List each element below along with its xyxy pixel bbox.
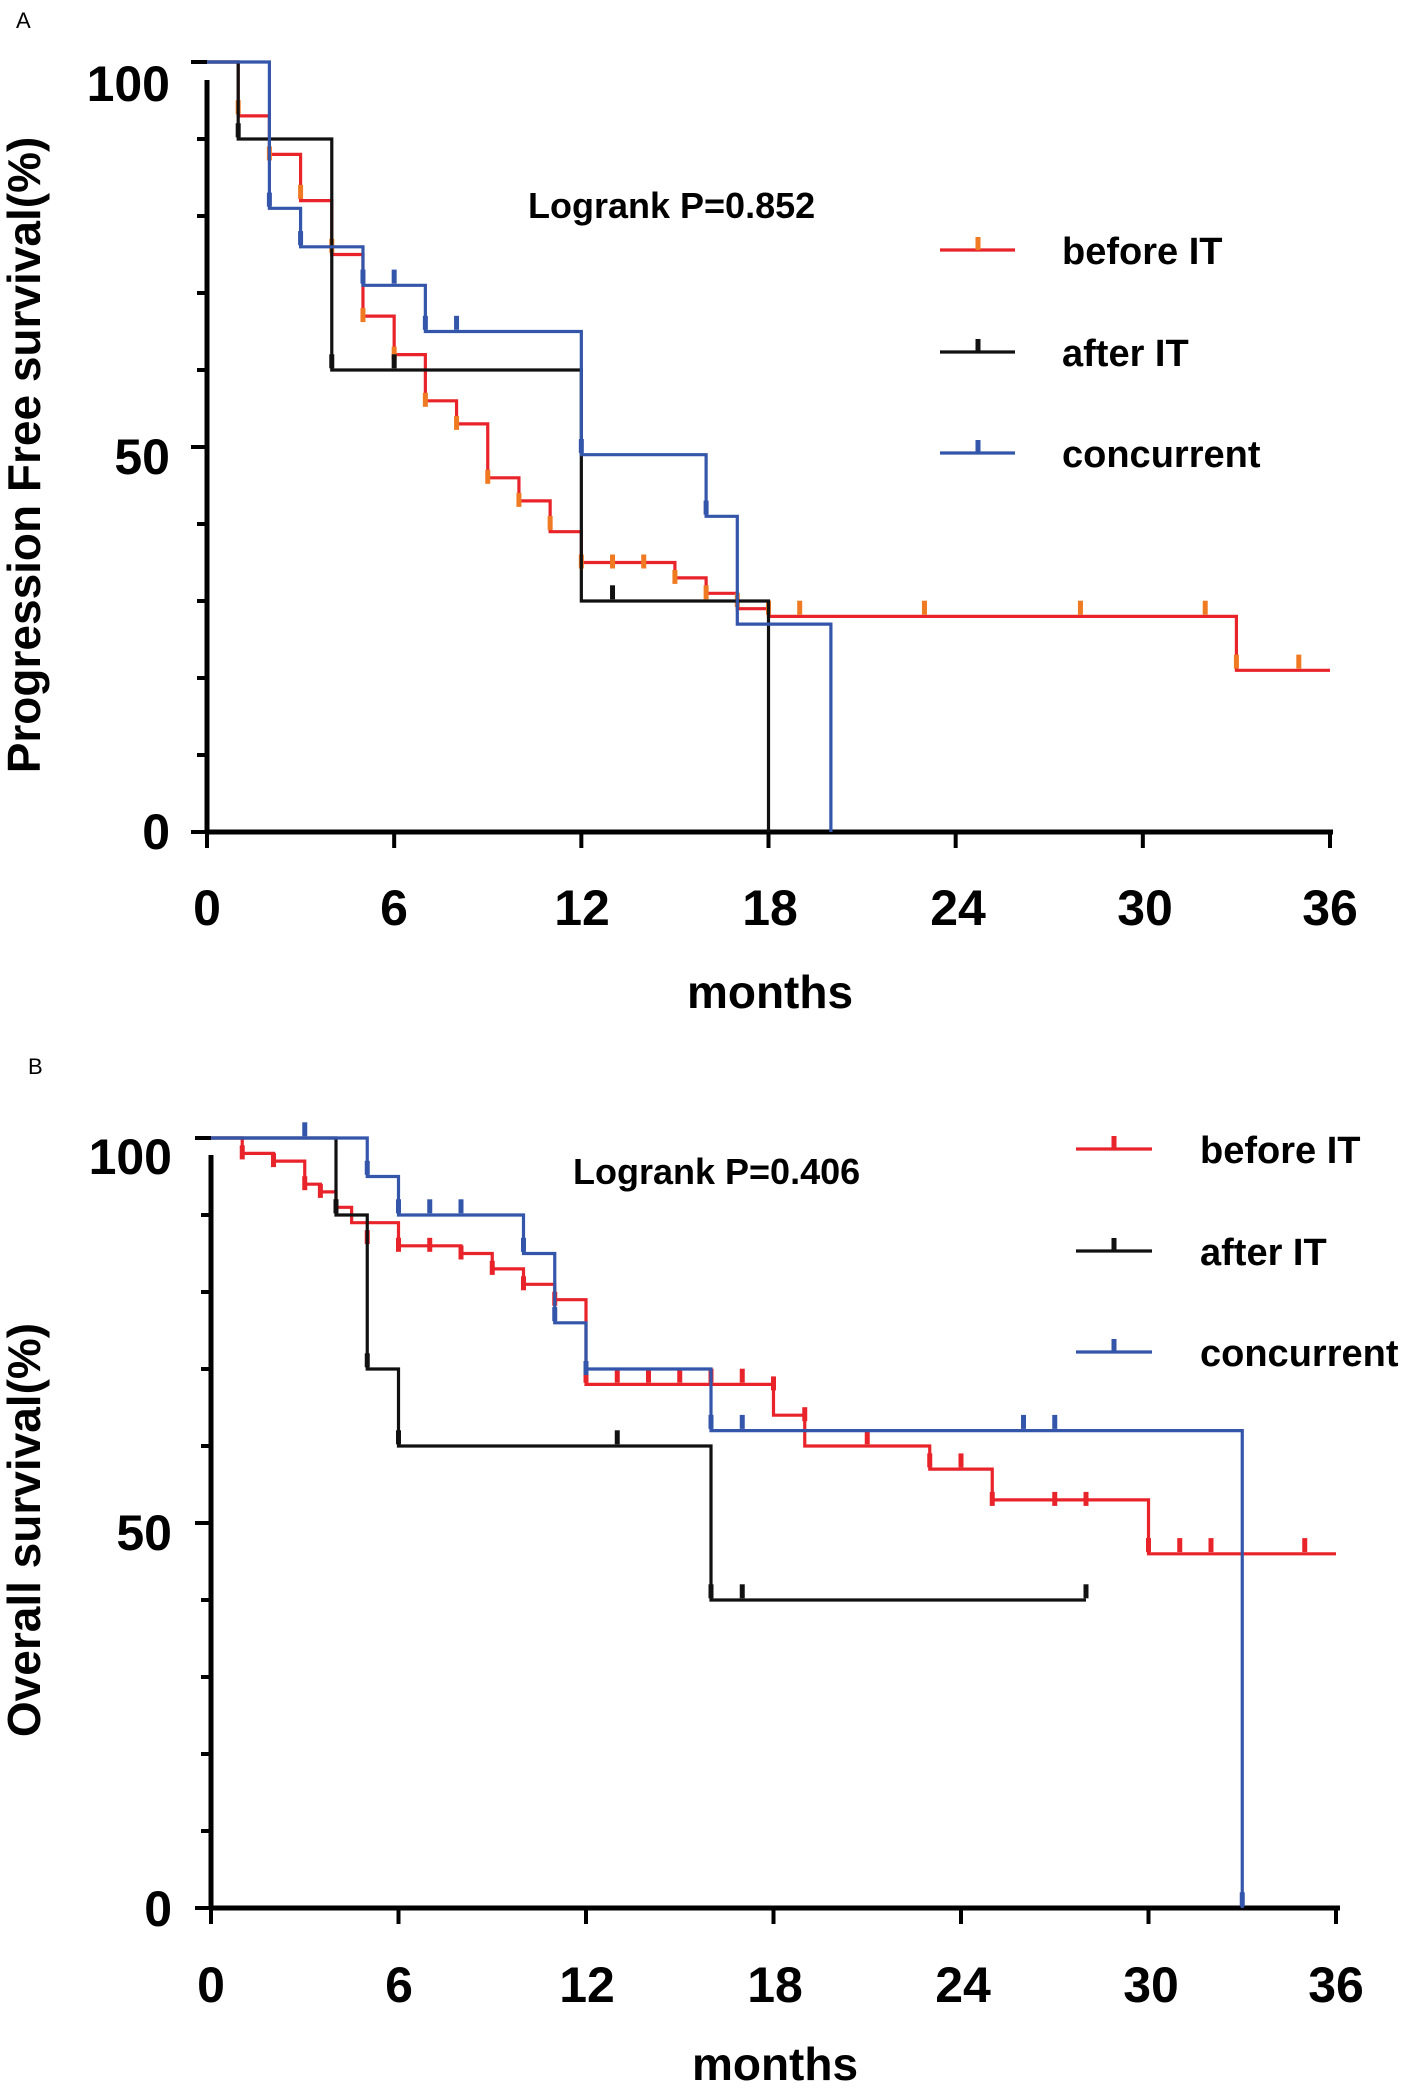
panel-a-logrank-annotation: Logrank P=0.852 <box>528 185 815 226</box>
panel-a-xtick-24: 24 <box>930 880 986 936</box>
panel-b-x-ticks <box>209 1908 1338 1924</box>
panel-a-xtick-30: 30 <box>1117 880 1173 936</box>
panel-b-ytick-100: 100 <box>89 1129 172 1185</box>
panel-b-curve-concurrent <box>211 1136 1244 1908</box>
panel-a-y-minor-ticks <box>191 60 207 834</box>
panel-a-ytick-50: 50 <box>114 429 170 485</box>
panel-a-legend: before IT after IT concurrent <box>940 231 1261 476</box>
panel-a-xtick-12: 12 <box>554 880 610 936</box>
panel-b-letter: B <box>28 1054 43 1079</box>
panel-a-curve-after-it <box>207 60 771 832</box>
panel-b-xtick-36: 36 <box>1308 1957 1364 2013</box>
panel-b-axes <box>195 1136 1340 1924</box>
panel-a-x-title: months <box>687 966 853 1018</box>
panel-b-curve-after-it <box>211 1136 1086 1602</box>
panel-b-xtick-0: 0 <box>197 1957 225 2013</box>
legend-label-after-it-b: after IT <box>1200 1232 1327 1274</box>
legend-label-before-it: before IT <box>1062 231 1222 273</box>
panel-b-xtick-24: 24 <box>935 1957 991 2013</box>
panel-a-axes <box>191 60 1333 848</box>
panel-b-xtick-18: 18 <box>747 1957 803 2013</box>
legend-label-after-it: after IT <box>1062 333 1189 375</box>
panel-a-curves <box>207 60 1330 832</box>
panel-b-y-minor-ticks <box>195 1136 211 1910</box>
panel-a-xtick-6: 6 <box>380 880 408 936</box>
panel-b-y-title: Overall survival(%) <box>0 1323 50 1737</box>
panel-a-xtick-36: 36 <box>1302 880 1358 936</box>
panel-b-logrank-annotation: Logrank P=0.406 <box>573 1151 860 1192</box>
panel-a-y-title: Progression Free survival(%) <box>0 137 50 774</box>
panel-b-xtick-30: 30 <box>1123 1957 1179 2013</box>
panel-b-x-title: months <box>692 2038 858 2088</box>
panel-a-ytick-0: 0 <box>142 804 170 860</box>
legend-label-concurrent-b: concurrent <box>1200 1333 1399 1375</box>
panel-b-ytick-50: 50 <box>116 1505 172 1561</box>
panel-a: A 100 50 0 0 6 12 18 24 30 36 months Pro… <box>0 8 1358 1018</box>
panel-b-legend: before IT after IT concurrent <box>1076 1130 1399 1375</box>
panel-a-xtick-0: 0 <box>193 880 221 936</box>
panel-a-letter: A <box>16 8 31 33</box>
panel-a-xtick-18: 18 <box>742 880 798 936</box>
panel-b-xtick-12: 12 <box>559 1957 615 2013</box>
panel-b-curve-before-it <box>211 1136 1336 1556</box>
panel-b-xtick-6: 6 <box>385 1957 413 2013</box>
panel-a-x-ticks <box>205 832 1332 848</box>
panel-b-ytick-0: 0 <box>144 1881 172 1937</box>
panel-a-curve-concurrent <box>207 60 833 832</box>
panel-b-curves <box>211 1122 1336 1908</box>
legend-label-before-it-b: before IT <box>1200 1130 1360 1172</box>
panel-a-ytick-100: 100 <box>87 56 170 112</box>
panel-b: B 100 50 0 0 6 12 18 24 30 36 months Ove… <box>0 1054 1399 2088</box>
legend-label-concurrent: concurrent <box>1062 434 1261 476</box>
